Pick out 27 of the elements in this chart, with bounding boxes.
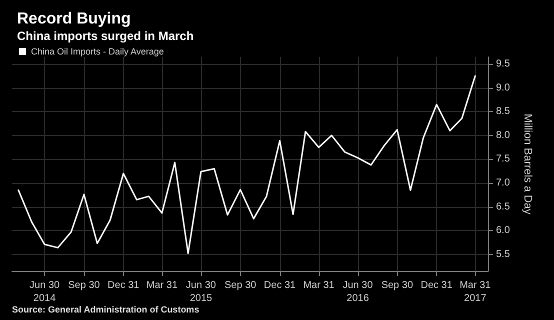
x-tick-label: Jun 30 2015 (186, 280, 216, 304)
chart-subtitle: China imports surged in March (17, 29, 194, 43)
x-tick-label: Mar 31 (146, 280, 178, 291)
x-tick-label: Dec 31 (420, 280, 453, 291)
y-tick-label: 9.0 (496, 82, 510, 94)
x-tick-label: Mar 31 2017 (460, 280, 492, 304)
y-tick-label: 7.0 (496, 178, 510, 189)
x-tick-label: Mar 31 (303, 280, 335, 291)
chart-title: Record Buying (17, 10, 131, 28)
y-tick-label: 8.5 (496, 106, 510, 118)
x-tick-label: Jun 30 2014 (30, 280, 60, 304)
line-series (18, 75, 476, 254)
x-tick-label: Sep 30 (68, 280, 100, 291)
x-tick-label: Sep 30 (381, 280, 414, 291)
x-tick-label: Sep 30 (224, 280, 257, 291)
legend-label: China Oil Imports - Daily Average (31, 46, 164, 56)
y-tick-label: 6.5 (496, 201, 510, 212)
y-tick-label: 9.5 (496, 58, 510, 70)
y-tick-label: 7.5 (496, 154, 510, 165)
y-axis-title: Million Barrels a Day (522, 114, 534, 215)
source-note: Source: General Administration of Customs (12, 304, 200, 314)
x-tick-label: Jun 30 2016 (342, 280, 374, 304)
y-tick-label: 5.5 (496, 248, 510, 260)
y-tick-label: 6.0 (496, 225, 510, 236)
x-tick-label: Dec 31 (108, 280, 140, 291)
x-tick-label: Dec 31 (264, 280, 296, 291)
y-tick-label: 8.0 (496, 130, 510, 141)
